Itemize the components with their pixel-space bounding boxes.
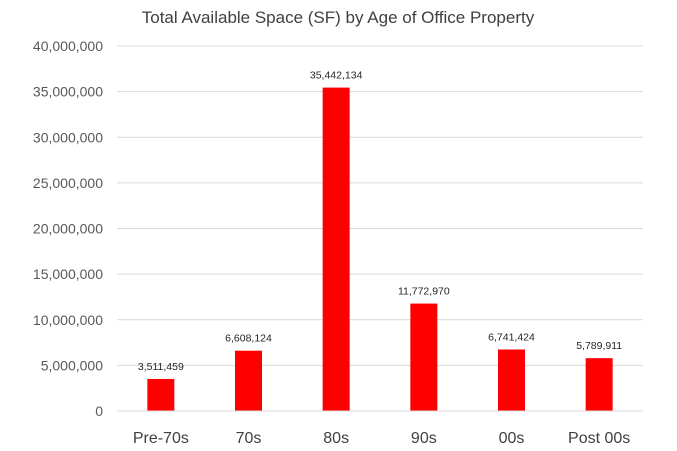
- y-tick-label: 40,000,000: [33, 38, 103, 54]
- y-tick-label: 0: [95, 403, 103, 419]
- bar-80s: [322, 87, 350, 412]
- y-tick-label: 10,000,000: [33, 312, 103, 328]
- bar-pre-70s: [147, 378, 175, 411]
- bar-00s: [498, 349, 525, 411]
- y-axis: 0 5,000,000 10,000,000 15,000,000 20,000,000…: [33, 38, 103, 419]
- x-tick-label: Post 00s: [568, 430, 630, 447]
- x-tick-label: 00s: [499, 430, 525, 447]
- data-label: 5,789,911: [576, 340, 622, 352]
- data-label: 11,772,970: [398, 286, 450, 298]
- data-label: 6,608,124: [225, 333, 272, 345]
- chart-title: Total Available Space (SF) by Age of Off…: [142, 8, 535, 27]
- y-tick-label: 30,000,000: [33, 129, 103, 145]
- x-tick-label: 80s: [323, 430, 349, 447]
- x-tick-label: 90s: [411, 430, 437, 447]
- y-tick-label: 25,000,000: [33, 175, 103, 191]
- y-tick-label: 20,000,000: [33, 221, 103, 237]
- data-label: 35,442,134: [310, 70, 363, 82]
- data-label: 3,511,459: [138, 361, 184, 373]
- bars: 3,511,459 6,608,124 35,442,134 11,772,970 6,…: [138, 70, 622, 412]
- data-label: 6,741,424: [488, 331, 535, 343]
- x-axis: Pre-70s 70s 80s 90s 00s Post 00s: [117, 410, 643, 447]
- bar-post-00s: [585, 358, 613, 411]
- y-tick-label: 35,000,000: [33, 84, 103, 100]
- y-tick-label: 5,000,000: [41, 357, 103, 373]
- y-tick-label: 15,000,000: [33, 266, 103, 282]
- x-tick-label: 70s: [236, 430, 262, 447]
- bar-70s: [235, 350, 262, 411]
- bar-90s: [410, 303, 438, 411]
- gridlines: [117, 45, 643, 366]
- x-tick-label: Pre-70s: [133, 430, 189, 447]
